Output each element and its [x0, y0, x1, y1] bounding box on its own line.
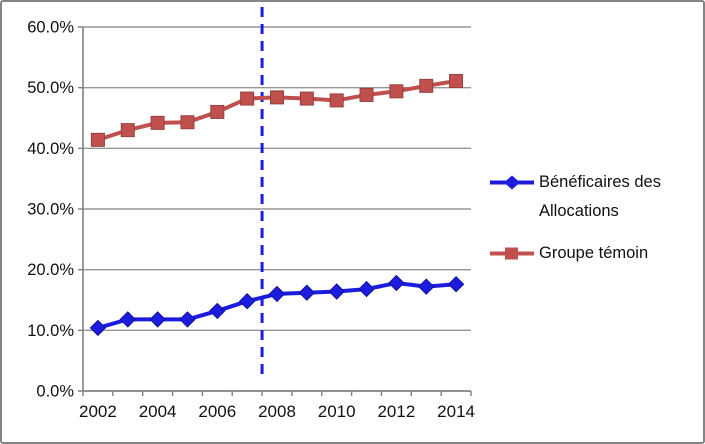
- data-point-0: [298, 284, 316, 301]
- legend: Bénéficaires des Allocations Groupe témo…: [489, 168, 699, 268]
- data-point-0: [447, 276, 465, 293]
- data-point-1: [120, 123, 135, 138]
- data-point-1: [389, 84, 404, 99]
- legend-label-beneficiaires: Bénéficaires des Allocations: [539, 173, 661, 220]
- data-point-1: [240, 91, 255, 106]
- data-point-1: [329, 93, 344, 108]
- x-axis-label: 2002: [79, 402, 117, 421]
- data-point-1: [449, 73, 464, 88]
- data-point-1: [180, 115, 195, 130]
- data-point-0: [89, 319, 107, 337]
- legend-item-groupe-temoin[interactable]: Groupe témoin: [489, 239, 699, 268]
- legend-item-beneficiaires[interactable]: Bénéficaires des Allocations: [489, 168, 699, 226]
- data-point-0: [268, 285, 286, 303]
- data-point-0: [149, 311, 166, 328]
- data-point-1: [90, 132, 105, 147]
- legend-diamond-marker-icon: [490, 175, 534, 190]
- data-point-1: [419, 78, 434, 93]
- y-axis-label: 40.0%: [27, 140, 74, 158]
- y-axis-label: 0.0%: [36, 383, 74, 401]
- data-point-1: [270, 90, 284, 105]
- data-point-1: [210, 104, 225, 119]
- data-point-1: [150, 115, 165, 130]
- y-axis-label: 30.0%: [27, 201, 74, 219]
- data-point-0: [328, 283, 345, 300]
- legend-square-marker-icon: [490, 247, 534, 260]
- data-point-0: [209, 302, 226, 320]
- y-axis-label: 10.0%: [27, 322, 74, 340]
- data-point-1: [299, 91, 314, 106]
- x-axis-label: 2008: [258, 402, 296, 421]
- data-point-0: [388, 274, 405, 292]
- x-axis-label: 2006: [198, 402, 236, 421]
- data-point-0: [238, 293, 256, 310]
- legend-label-groupe-temoin: Groupe témoin: [539, 244, 649, 262]
- y-axis-label: 20.0%: [27, 261, 74, 279]
- y-axis-label: 50.0%: [27, 79, 74, 97]
- data-point-0: [179, 311, 196, 328]
- data-point-0: [418, 278, 435, 295]
- data-point-0: [119, 311, 136, 328]
- data-point-1: [359, 87, 374, 102]
- x-axis-label: 2014: [437, 402, 475, 421]
- data-point-0: [358, 280, 375, 298]
- x-axis-label: 2010: [318, 402, 356, 421]
- x-axis-label: 2004: [139, 402, 177, 421]
- x-axis-label: 2012: [377, 402, 415, 421]
- y-axis-label: 60.0%: [27, 19, 74, 37]
